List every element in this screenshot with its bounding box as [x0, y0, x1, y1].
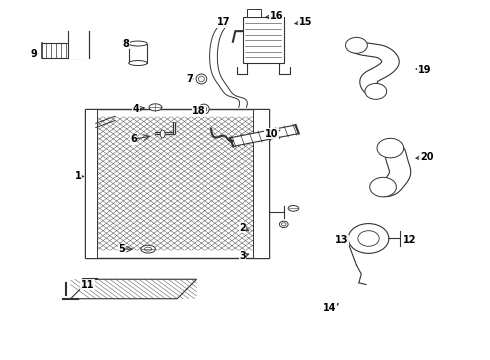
- Text: 16: 16: [270, 11, 283, 21]
- Text: 4: 4: [133, 104, 139, 114]
- Ellipse shape: [141, 245, 155, 253]
- Ellipse shape: [288, 206, 299, 211]
- Ellipse shape: [377, 138, 404, 158]
- Text: 3: 3: [239, 251, 246, 261]
- Circle shape: [348, 224, 389, 253]
- Polygon shape: [42, 43, 84, 58]
- Text: 17: 17: [217, 17, 230, 27]
- Bar: [243, 17, 284, 63]
- Ellipse shape: [282, 223, 286, 226]
- Ellipse shape: [279, 221, 288, 228]
- Text: 7: 7: [186, 74, 193, 84]
- Text: 20: 20: [420, 152, 434, 162]
- Text: 6: 6: [130, 134, 137, 144]
- Ellipse shape: [145, 247, 152, 251]
- Ellipse shape: [196, 74, 207, 84]
- Text: 9: 9: [31, 49, 38, 59]
- Bar: [246, 9, 261, 17]
- Ellipse shape: [149, 104, 162, 111]
- Text: 12: 12: [403, 235, 416, 245]
- Polygon shape: [230, 125, 299, 147]
- Bar: [129, 44, 147, 63]
- Ellipse shape: [129, 60, 147, 66]
- Text: 14: 14: [323, 303, 337, 312]
- Text: 13: 13: [335, 235, 349, 245]
- Text: 10: 10: [265, 129, 278, 139]
- Ellipse shape: [365, 84, 387, 99]
- Ellipse shape: [370, 177, 396, 197]
- Bar: [85, 109, 97, 258]
- Text: 2: 2: [239, 223, 246, 233]
- Bar: [253, 109, 269, 258]
- Text: 18: 18: [192, 106, 206, 116]
- Text: 19: 19: [417, 65, 431, 75]
- Bar: [85, 109, 269, 258]
- Ellipse shape: [198, 76, 204, 82]
- Ellipse shape: [345, 37, 368, 53]
- Ellipse shape: [201, 106, 207, 112]
- Circle shape: [358, 231, 379, 246]
- Text: 8: 8: [123, 39, 130, 49]
- Polygon shape: [71, 279, 196, 299]
- Polygon shape: [68, 31, 90, 58]
- Text: 1: 1: [74, 171, 81, 181]
- Ellipse shape: [198, 104, 209, 114]
- Text: 15: 15: [299, 17, 312, 27]
- Ellipse shape: [160, 130, 165, 138]
- Ellipse shape: [129, 41, 147, 46]
- Text: 5: 5: [118, 244, 125, 254]
- Text: 11: 11: [81, 280, 94, 289]
